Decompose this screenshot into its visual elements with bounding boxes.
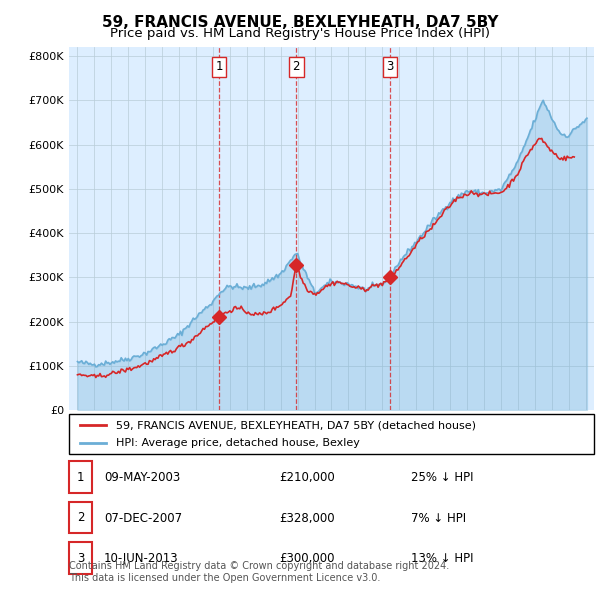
Text: HPI: Average price, detached house, Bexley: HPI: Average price, detached house, Bexl…: [116, 438, 360, 448]
Text: £300,000: £300,000: [279, 552, 335, 565]
Text: 2: 2: [77, 511, 84, 524]
Text: 25% ↓ HPI: 25% ↓ HPI: [411, 471, 473, 484]
Text: 7% ↓ HPI: 7% ↓ HPI: [411, 512, 466, 525]
Text: Contains HM Land Registry data © Crown copyright and database right 2024.
This d: Contains HM Land Registry data © Crown c…: [69, 561, 449, 583]
Text: 09-MAY-2003: 09-MAY-2003: [104, 471, 180, 484]
Text: 1: 1: [215, 61, 223, 74]
Text: 13% ↓ HPI: 13% ↓ HPI: [411, 552, 473, 565]
Text: £210,000: £210,000: [279, 471, 335, 484]
Text: 3: 3: [386, 61, 394, 74]
Text: 59, FRANCIS AVENUE, BEXLEYHEATH, DA7 5BY (detached house): 59, FRANCIS AVENUE, BEXLEYHEATH, DA7 5BY…: [116, 421, 476, 431]
Text: 10-JUN-2013: 10-JUN-2013: [104, 552, 178, 565]
Text: 1: 1: [77, 471, 84, 484]
Text: 3: 3: [77, 552, 84, 565]
Text: £328,000: £328,000: [279, 512, 335, 525]
Text: 2: 2: [293, 61, 300, 74]
Text: 07-DEC-2007: 07-DEC-2007: [104, 512, 182, 525]
Text: Price paid vs. HM Land Registry's House Price Index (HPI): Price paid vs. HM Land Registry's House …: [110, 27, 490, 40]
Text: 59, FRANCIS AVENUE, BEXLEYHEATH, DA7 5BY: 59, FRANCIS AVENUE, BEXLEYHEATH, DA7 5BY: [102, 15, 498, 30]
